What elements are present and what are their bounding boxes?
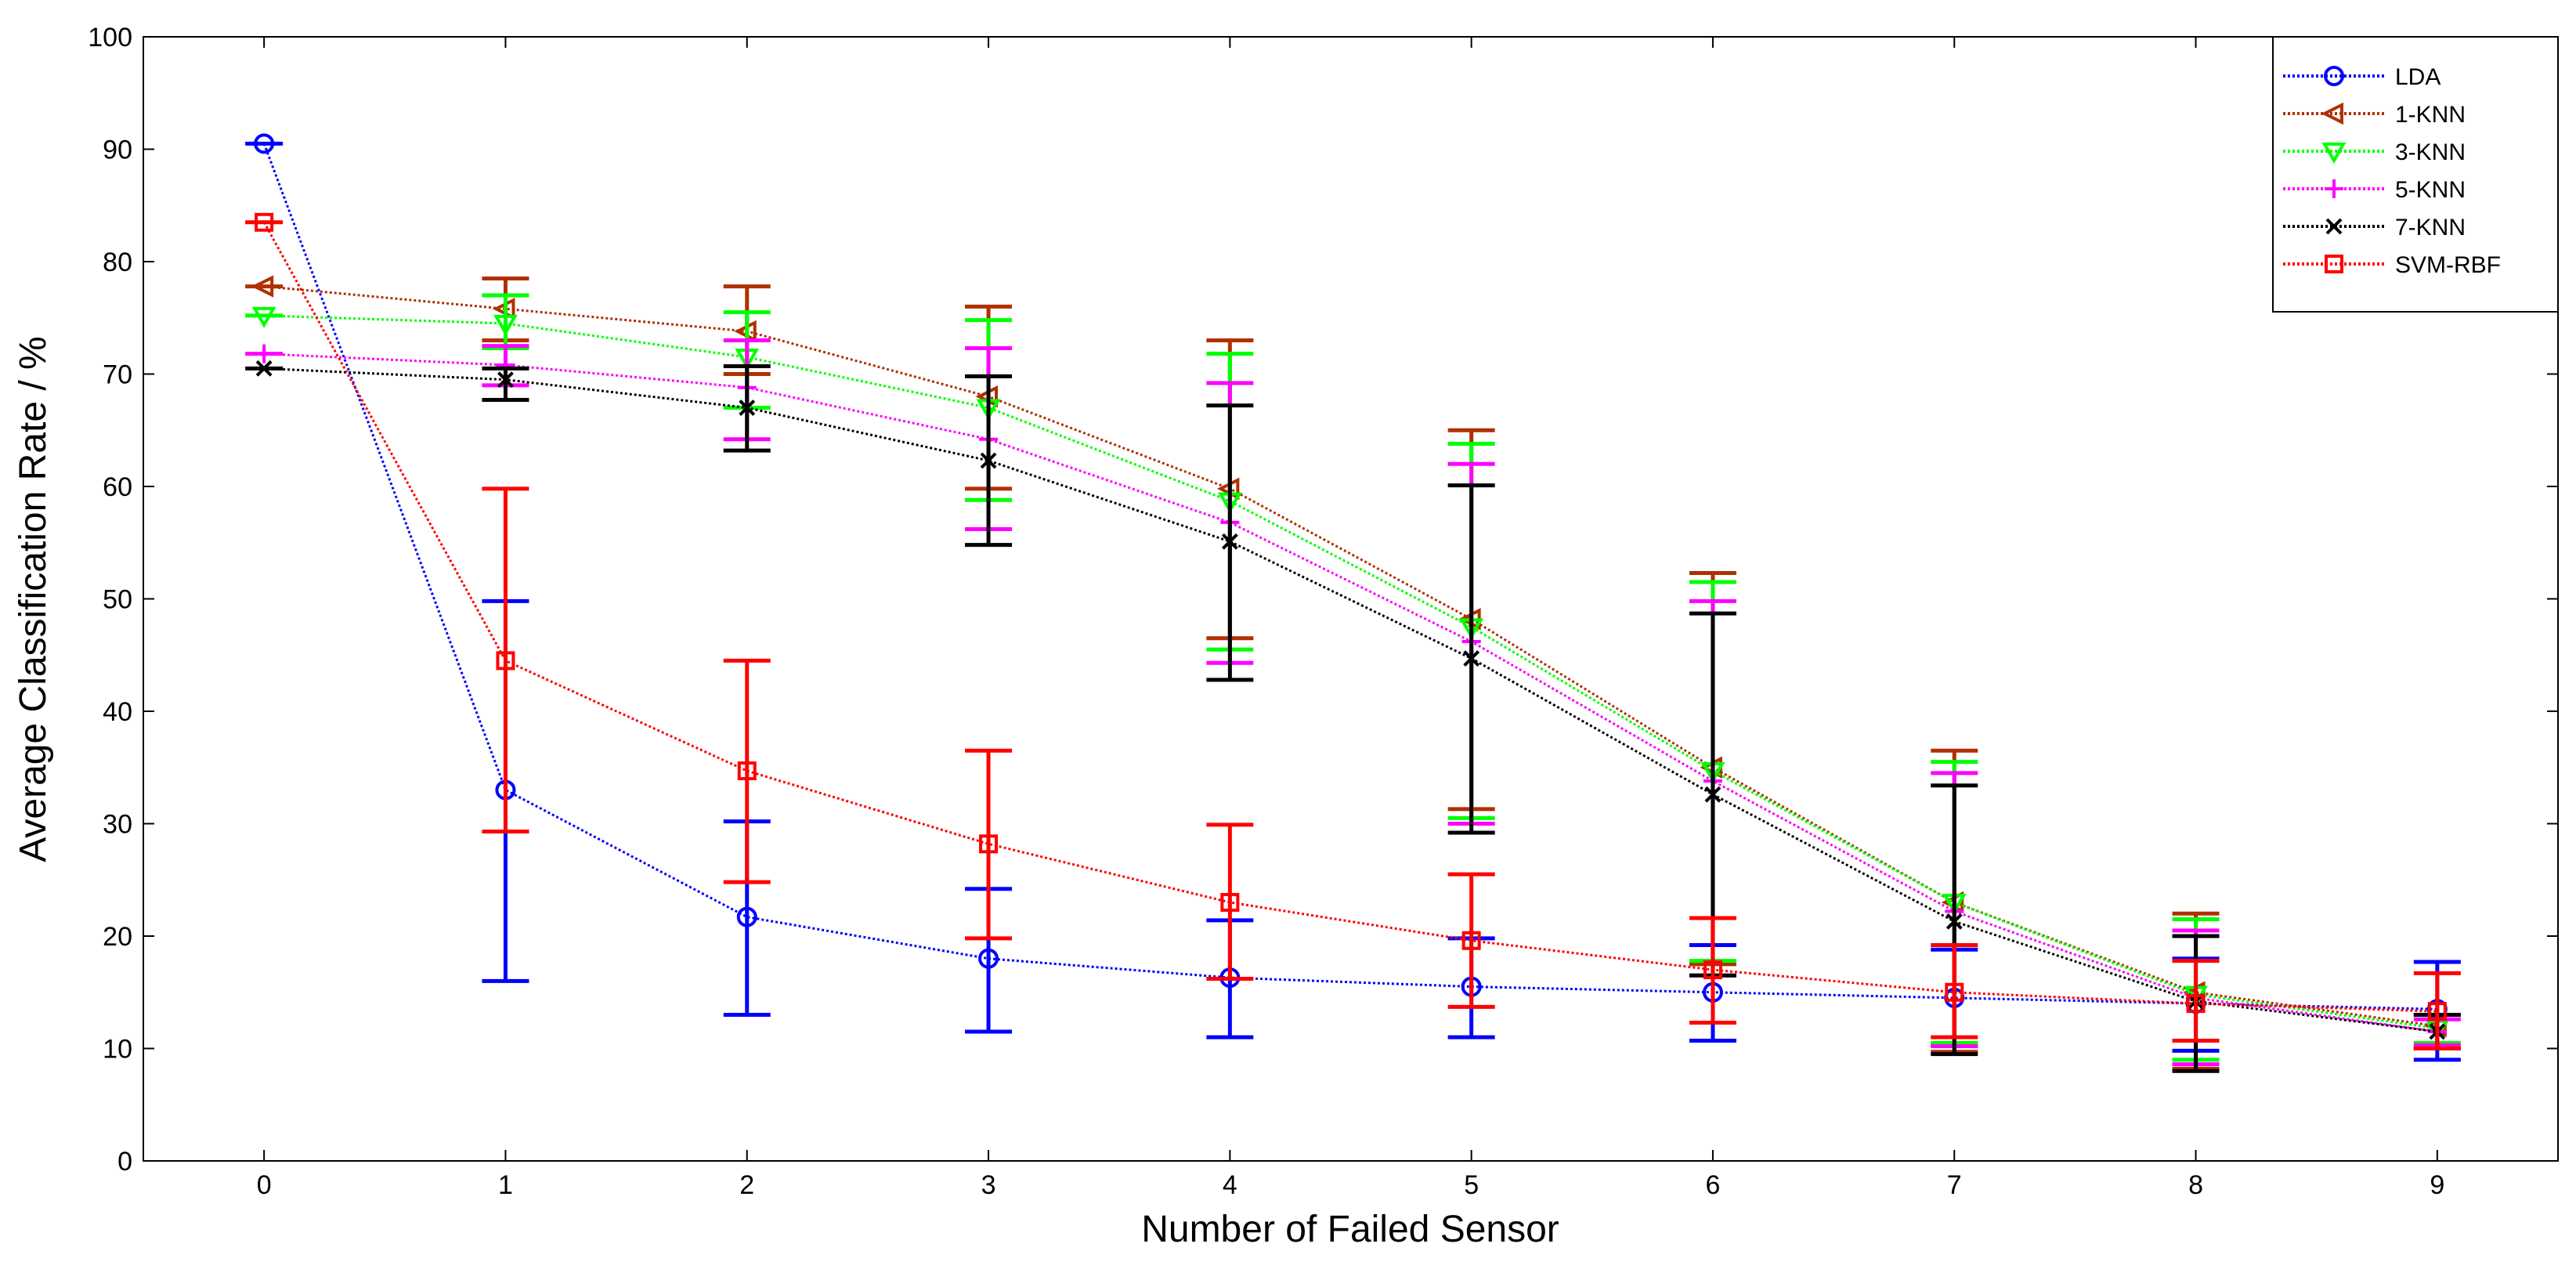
x-axis: 0 1 2 3 4 5 6 7 8 9 [257,37,2444,1200]
data-point [1945,982,1964,1002]
data-point [493,314,518,336]
x-tick-label: 8 [2188,1170,2203,1200]
series-line [264,367,2438,1033]
y-tick-label: 100 [88,23,132,52]
y-tick-label: 0 [117,1147,132,1177]
series-line [264,285,2438,1028]
x-tick-label: 0 [257,1170,272,1200]
legend-marker [2325,179,2343,198]
x-tick-label: 7 [1947,1170,1962,1200]
x-tick-label: 9 [2430,1170,2444,1200]
legend-entry: LDA [2283,64,2441,90]
y-tick-label: 70 [103,360,132,390]
data-point [1703,960,1722,980]
y-tick-label: 10 [103,1035,132,1065]
data-point [1461,931,1481,950]
data-point [496,651,515,671]
series-line [262,143,2437,1010]
legend-label: SVM-RBF [2395,252,2501,278]
legend: LDA 1-KNN 3-KNN 5-KNN 7-KNN SVM-RBF [2272,36,2559,313]
legend-entry: 1-KNN [2283,102,2466,128]
legend-marker [2325,255,2343,273]
legend-marker [2321,102,2343,125]
data-point [1946,913,1963,930]
legend-marker [2321,143,2347,164]
legend-label: 7-KNN [2395,215,2466,240]
data-point [737,761,757,781]
data-point [1463,650,1480,667]
x-tick-label: 5 [1464,1170,1479,1200]
y-tick-label: 20 [103,922,132,952]
data-point [980,452,997,469]
series-svm-rbf [245,212,2461,1050]
series-line [264,314,2438,1030]
legend-entry: 7-KNN [2283,215,2466,240]
x-tick-label: 3 [981,1170,996,1200]
x-axis-title: Number of Failed Sensor [1141,1209,1559,1250]
y-tick-label: 80 [103,248,132,277]
data-point [1221,533,1238,550]
data-point [978,948,999,969]
data-point [2186,994,2206,1014]
legend-label: 3-KNN [2395,139,2466,165]
x-tick-label: 6 [1705,1170,1720,1200]
y-tick-label: 90 [103,136,132,165]
legend-marker [2325,218,2343,235]
legend-label: LDA [2395,64,2441,90]
y-axis: 0 10 20 30 40 50 60 70 80 90 100 [88,23,2558,1177]
legend-label: 1-KNN [2395,102,2466,128]
legend-box [2272,36,2559,313]
data-point [736,906,757,927]
y-tick-label: 40 [103,697,132,727]
y-tick-label: 30 [103,810,132,840]
data-point [739,400,756,416]
legend-entry: 3-KNN [2283,139,2466,165]
data-point [979,834,999,854]
data-point [497,371,514,389]
x-tick-label: 4 [1223,1170,1237,1200]
x-tick-label: 1 [498,1170,513,1200]
series-line [264,352,2438,1033]
data-point [1220,892,1240,912]
y-axis-title: Average Classification Rate / % [13,336,54,862]
y-tick-label: 60 [103,472,132,502]
data-point [2427,1002,2447,1021]
series-layer [245,133,2461,1073]
x-tick-label: 2 [739,1170,754,1200]
data-point [1704,786,1722,803]
legend-label: 5-KNN [2395,177,2466,203]
y-tick-label: 50 [103,585,132,615]
legend-marker [2324,66,2344,86]
legend-entry: SVM-RBF [2283,252,2501,278]
legend-entry: 5-KNN [2283,177,2466,203]
